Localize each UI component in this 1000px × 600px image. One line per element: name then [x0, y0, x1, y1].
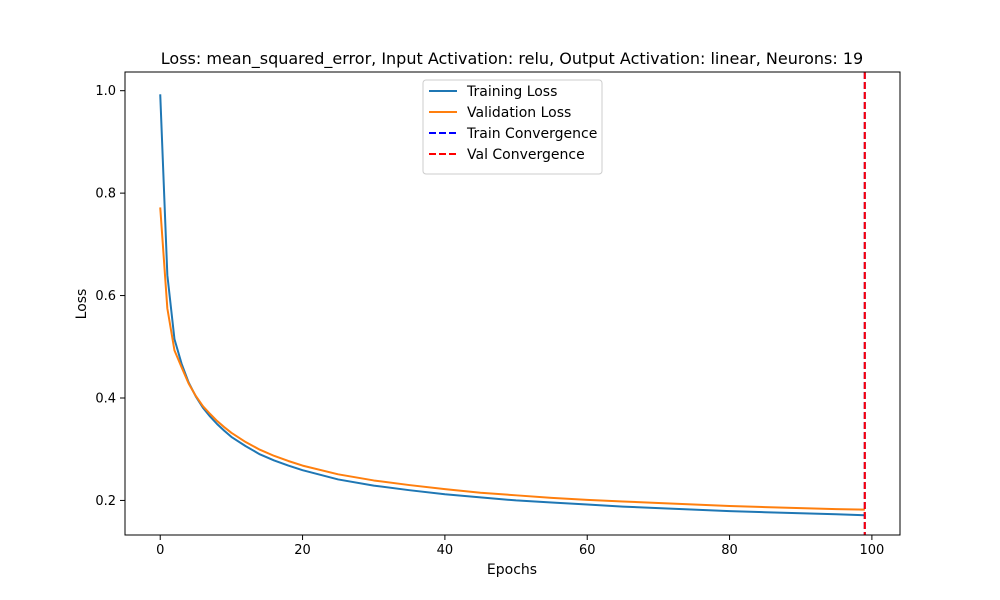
- y-tick-label: 0.4: [95, 391, 116, 406]
- y-tick-label: 0.2: [95, 494, 116, 509]
- series-line-validation-loss: [159, 207, 865, 511]
- x-tick-label: 100: [859, 543, 884, 558]
- legend-box: [422, 79, 603, 175]
- axes: 0 20 40 60 80 100 0.2 0.4 0.6 0.8 1.0: [95, 71, 901, 558]
- y-tick-label: 1.0: [95, 84, 116, 99]
- y-tick-label: 0.6: [95, 289, 116, 304]
- plot-frame: [124, 71, 901, 536]
- chart-title: Loss: mean_squared_error, Input Activati…: [161, 49, 863, 69]
- x-axis-label: Epochs: [487, 562, 537, 578]
- legend-entry-label: Validation Loss: [467, 105, 571, 121]
- legend: Training Loss Validation Loss Train Conver…: [422, 79, 603, 175]
- y-axis-label: Loss: [74, 289, 90, 320]
- x-tick-label: 20: [294, 543, 311, 558]
- legend-entry-label: Train Convergence: [466, 126, 597, 142]
- x-tick-label: 0: [156, 543, 164, 558]
- legend-entry-label: Training Loss: [466, 84, 557, 100]
- x-tick-label: 80: [721, 543, 738, 558]
- x-tick-label: 40: [437, 543, 454, 558]
- y-tick-label: 0.8: [95, 187, 116, 202]
- x-tick-label: 60: [579, 543, 596, 558]
- legend-entry-label: Val Convergence: [467, 147, 585, 163]
